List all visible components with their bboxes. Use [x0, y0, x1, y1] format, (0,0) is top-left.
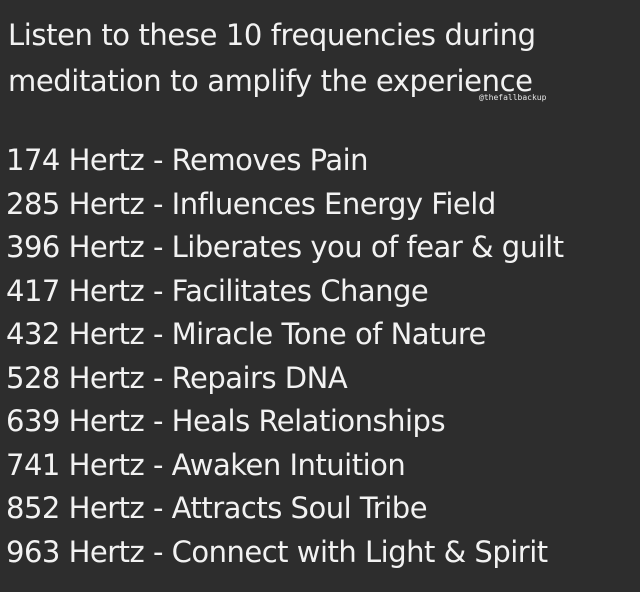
list-item: 741 Hertz - Awaken Intuition — [6, 447, 406, 482]
heading: Listen to these 10 frequencies during me… — [8, 12, 536, 104]
list-item: 417 Hertz - Facilitates Change — [6, 273, 429, 308]
list-item: 963 Hertz - Connect with Light & Spirit — [6, 534, 548, 569]
heading-line-1: Listen to these 10 frequencies during — [8, 18, 536, 52]
list-item: 285 Hertz - Influences Energy Field — [6, 186, 496, 221]
list-item: 852 Hertz - Attracts Soul Tribe — [6, 491, 428, 525]
watermark: @thefallbackup — [479, 93, 547, 102]
list-item: 396 Hertz - Liberates you of fear & guil… — [6, 230, 564, 264]
heading-line-2: meditation to amplify the experience — [8, 64, 533, 98]
frequency-list: 174 Hertz - Removes Pain 285 Hertz - Inf… — [6, 139, 564, 574]
list-item: 432 Hertz - Miracle Tone of Nature — [6, 317, 486, 351]
list-item: 174 Hertz - Removes Pain — [6, 143, 369, 177]
list-item: 528 Hertz - Repairs DNA — [6, 360, 348, 395]
list-item: 639 Hertz - Heals Relationships — [6, 404, 446, 438]
